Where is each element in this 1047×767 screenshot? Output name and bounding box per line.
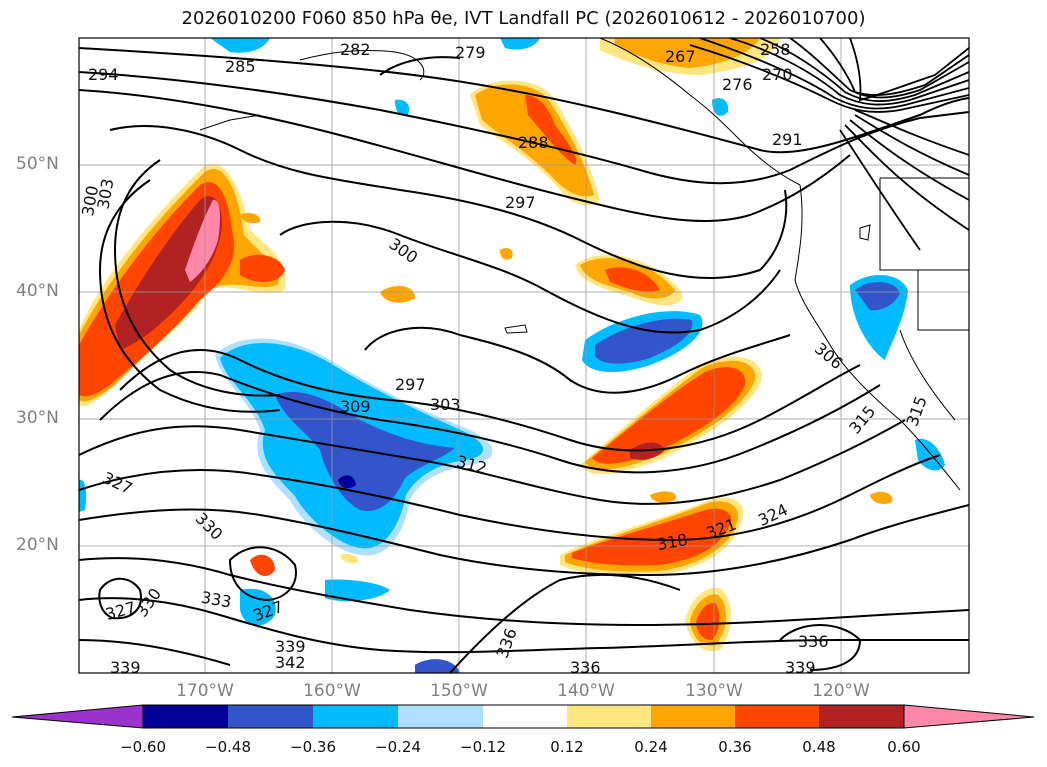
- fill-ne-blue: [855, 282, 900, 311]
- fill-blue-1-blue: [595, 318, 693, 364]
- ivt-fill-areas: [79, 38, 945, 673]
- colorbar-frame: [142, 704, 905, 729]
- lon-label: 160°W: [303, 681, 361, 701]
- fill-ec-red: [592, 367, 746, 464]
- fill-ws-blue: [240, 588, 276, 626]
- colorbar-swatch: [735, 705, 819, 728]
- contour-bundle-ne: [689, 38, 969, 251]
- lon-label: 150°W: [430, 681, 488, 701]
- fill-blob-5: [870, 491, 893, 504]
- contour-label: 342: [275, 653, 306, 672]
- colorbar-tick-label: 0.12: [550, 738, 584, 756]
- contour-label: 267: [665, 47, 696, 66]
- fill-sb-red: [572, 508, 732, 566]
- theta-e-contours: [79, 47, 969, 673]
- fill-ws-blue-3: [415, 659, 460, 673]
- colorbar-tick-label: 0.24: [634, 738, 668, 756]
- colorbar-extend-max: [903, 704, 1035, 729]
- colorbar-swatch: [143, 705, 228, 728]
- lon-label: 130°W: [685, 681, 743, 701]
- lat-label: 30°N: [16, 408, 59, 428]
- fill-top-blue-4: [395, 99, 410, 116]
- fill-west-pink: [185, 199, 221, 282]
- contour-label: 258: [760, 40, 791, 59]
- contour-label: 276: [722, 75, 753, 94]
- colorbar-tick-label: 0.48: [802, 738, 836, 756]
- colorbar-tick-label: −0.24: [375, 738, 421, 756]
- fill-blob-2: [650, 491, 676, 503]
- lat-label: 40°N: [16, 281, 59, 301]
- lat-label: 20°N: [16, 535, 59, 555]
- fill-ec-firebrick: [630, 442, 665, 460]
- colorbar-swatch: [228, 705, 313, 728]
- colorbar-swatch: [313, 705, 398, 728]
- colorbar-swatch: [567, 705, 651, 728]
- fill-nc-orange: [475, 84, 594, 197]
- colorbar-tick-label: −0.48: [205, 738, 251, 756]
- contour-label: 285: [225, 57, 256, 76]
- fill-top-blue-3: [712, 98, 729, 116]
- contour-label: 300: [78, 184, 102, 217]
- contour-label: 288: [518, 133, 549, 152]
- fill-ws-blue-2: [325, 579, 390, 602]
- fill-west-orange-2: [240, 254, 285, 282]
- colorbar-tick-label: 0.36: [718, 738, 752, 756]
- coastlines: [199, 38, 969, 491]
- fill-blob-3: [250, 554, 275, 576]
- lat-label: 50°N: [16, 154, 59, 174]
- fill-blob-6: [340, 553, 359, 564]
- fill-top-blue-1: [210, 38, 270, 53]
- colorbar-tick-label: 0.60: [887, 738, 921, 756]
- colorbar: [11, 704, 1035, 729]
- colorbar-extend-min: [11, 704, 144, 729]
- contour-label: 294: [88, 65, 119, 84]
- contour-label: 339: [785, 658, 816, 677]
- lon-label: 170°W: [176, 681, 234, 701]
- fill-cb-navy: [338, 475, 356, 489]
- lon-label: 140°W: [557, 681, 615, 701]
- contour-label: 291: [772, 130, 803, 149]
- fill-blob-1: [380, 286, 415, 303]
- fill-top-blue-2: [500, 38, 540, 50]
- map-panel: 282 279 294 285 267 258 270 276 288 291 …: [78, 38, 969, 677]
- lat-lon-grid: [79, 38, 969, 673]
- contour-label: 297: [395, 375, 426, 394]
- colorbar-swatch: [398, 705, 483, 728]
- fill-west-firebrick: [115, 196, 222, 350]
- contour-label: 282: [340, 40, 371, 59]
- fill-blob-7: [240, 212, 261, 224]
- colorbar-tick-label: −0.12: [460, 738, 506, 756]
- fill-blob-4: [500, 247, 513, 260]
- contour-label: 297: [505, 193, 536, 212]
- colorbar-tick-label: −0.60: [120, 738, 166, 756]
- fill-me-red: [605, 267, 660, 292]
- contour-label: 339: [110, 658, 141, 677]
- lon-label: 120°W: [812, 681, 870, 701]
- contour-label: 279: [455, 43, 486, 62]
- colorbar-swatch: [651, 705, 735, 728]
- contour-label: 303: [430, 395, 461, 414]
- contour-label: 336: [798, 632, 829, 651]
- contour-label: 336: [570, 658, 601, 677]
- contour-labels: 282 279 294 285 267 258 270 276 288 291 …: [78, 40, 931, 677]
- contour-label: 270: [762, 65, 793, 84]
- colorbar-tick-label: −0.36: [290, 738, 336, 756]
- map-frame: [78, 37, 970, 674]
- contour-label: 309: [340, 397, 371, 416]
- contour-label: 339: [275, 637, 306, 656]
- map-title: 2026010200 F060 850 hPa θe, IVT Landfall…: [181, 8, 866, 29]
- fill-nc-red: [525, 95, 577, 165]
- colorbar-swatch: [483, 705, 567, 728]
- colorbar-swatch: [819, 705, 904, 728]
